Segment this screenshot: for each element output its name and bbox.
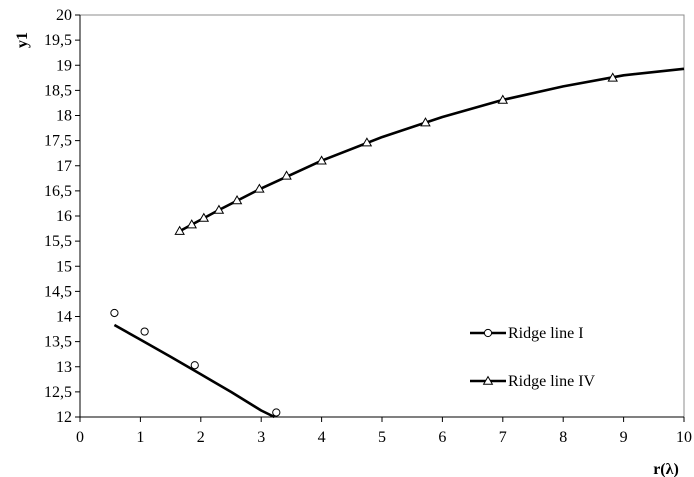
x-tick-label: 6 bbox=[438, 429, 446, 446]
data-point bbox=[110, 308, 119, 318]
x-tick-label: 7 bbox=[499, 429, 507, 446]
legend: Ridge line I Ridge line IV bbox=[470, 325, 596, 390]
y-tick-label: 17,5 bbox=[44, 133, 72, 150]
data-point bbox=[140, 327, 149, 336]
data-point bbox=[607, 72, 618, 82]
x-tick-label: 2 bbox=[197, 429, 205, 446]
data-point bbox=[198, 212, 210, 222]
x-tick-label: 3 bbox=[257, 429, 265, 446]
data-point bbox=[190, 361, 199, 370]
data-point bbox=[213, 204, 225, 214]
y-tick-label: 13,5 bbox=[44, 334, 72, 351]
legend-label: Ridge line I bbox=[508, 325, 584, 342]
y-tick-label: 18 bbox=[56, 108, 72, 125]
series-line bbox=[113, 323, 276, 419]
y-axis: 12 12,5 13 13,5 14 14,5 15 15,5 16 16,5 17 17,5 18 18… bbox=[44, 7, 80, 426]
x-tick-label: 4 bbox=[318, 429, 326, 446]
y-tick-label: 15,5 bbox=[44, 233, 72, 250]
y-tick-label: 17 bbox=[56, 158, 72, 175]
series-1 bbox=[110, 308, 281, 419]
legend-item-2: Ridge line IV bbox=[470, 373, 596, 390]
y-tick-label: 13 bbox=[56, 359, 72, 376]
x-axis-title: r(λ) bbox=[653, 461, 679, 477]
y-axis-title: y1 bbox=[14, 32, 31, 48]
x-tick-label: 9 bbox=[620, 429, 628, 446]
y-tick-label: 12 bbox=[56, 409, 72, 426]
data-point bbox=[361, 137, 373, 147]
y-tick-label: 12,5 bbox=[44, 384, 72, 401]
y-tick-label: 19 bbox=[56, 57, 72, 74]
x-tick-label: 1 bbox=[136, 429, 144, 446]
data-point bbox=[254, 183, 265, 193]
data-point bbox=[272, 408, 281, 417]
x-tick-label: 5 bbox=[378, 429, 386, 446]
y-tick-label: 20 bbox=[56, 7, 72, 24]
data-point bbox=[420, 117, 431, 127]
data-point bbox=[231, 195, 243, 205]
series-layer bbox=[110, 67, 685, 419]
y-tick-label: 16 bbox=[56, 208, 72, 225]
legend-item-1: Ridge line I bbox=[470, 325, 584, 342]
data-point bbox=[281, 170, 292, 180]
y-tick-label: 14 bbox=[56, 309, 72, 326]
data-point bbox=[174, 225, 185, 235]
x-axis: 0 1 2 3 4 5 6 7 8 9 10 bbox=[76, 417, 692, 446]
legend-marker bbox=[483, 328, 493, 338]
data-point bbox=[186, 219, 198, 229]
y-tick-label: 14,5 bbox=[44, 283, 72, 300]
series-2 bbox=[174, 67, 685, 235]
y-tick-label: 19,5 bbox=[44, 32, 72, 49]
y-tick-label: 18,5 bbox=[44, 82, 72, 99]
data-point bbox=[316, 155, 327, 165]
legend-marker bbox=[482, 375, 494, 385]
y-tick-label: 15 bbox=[56, 258, 72, 275]
x-tick-label: 0 bbox=[76, 429, 84, 446]
data-point bbox=[497, 94, 509, 104]
x-tick-label: 8 bbox=[559, 429, 567, 446]
x-tick-label: 10 bbox=[676, 429, 692, 446]
legend-label: Ridge line IV bbox=[508, 373, 596, 390]
y-tick-label: 16,5 bbox=[44, 183, 72, 200]
series-line bbox=[179, 67, 685, 233]
